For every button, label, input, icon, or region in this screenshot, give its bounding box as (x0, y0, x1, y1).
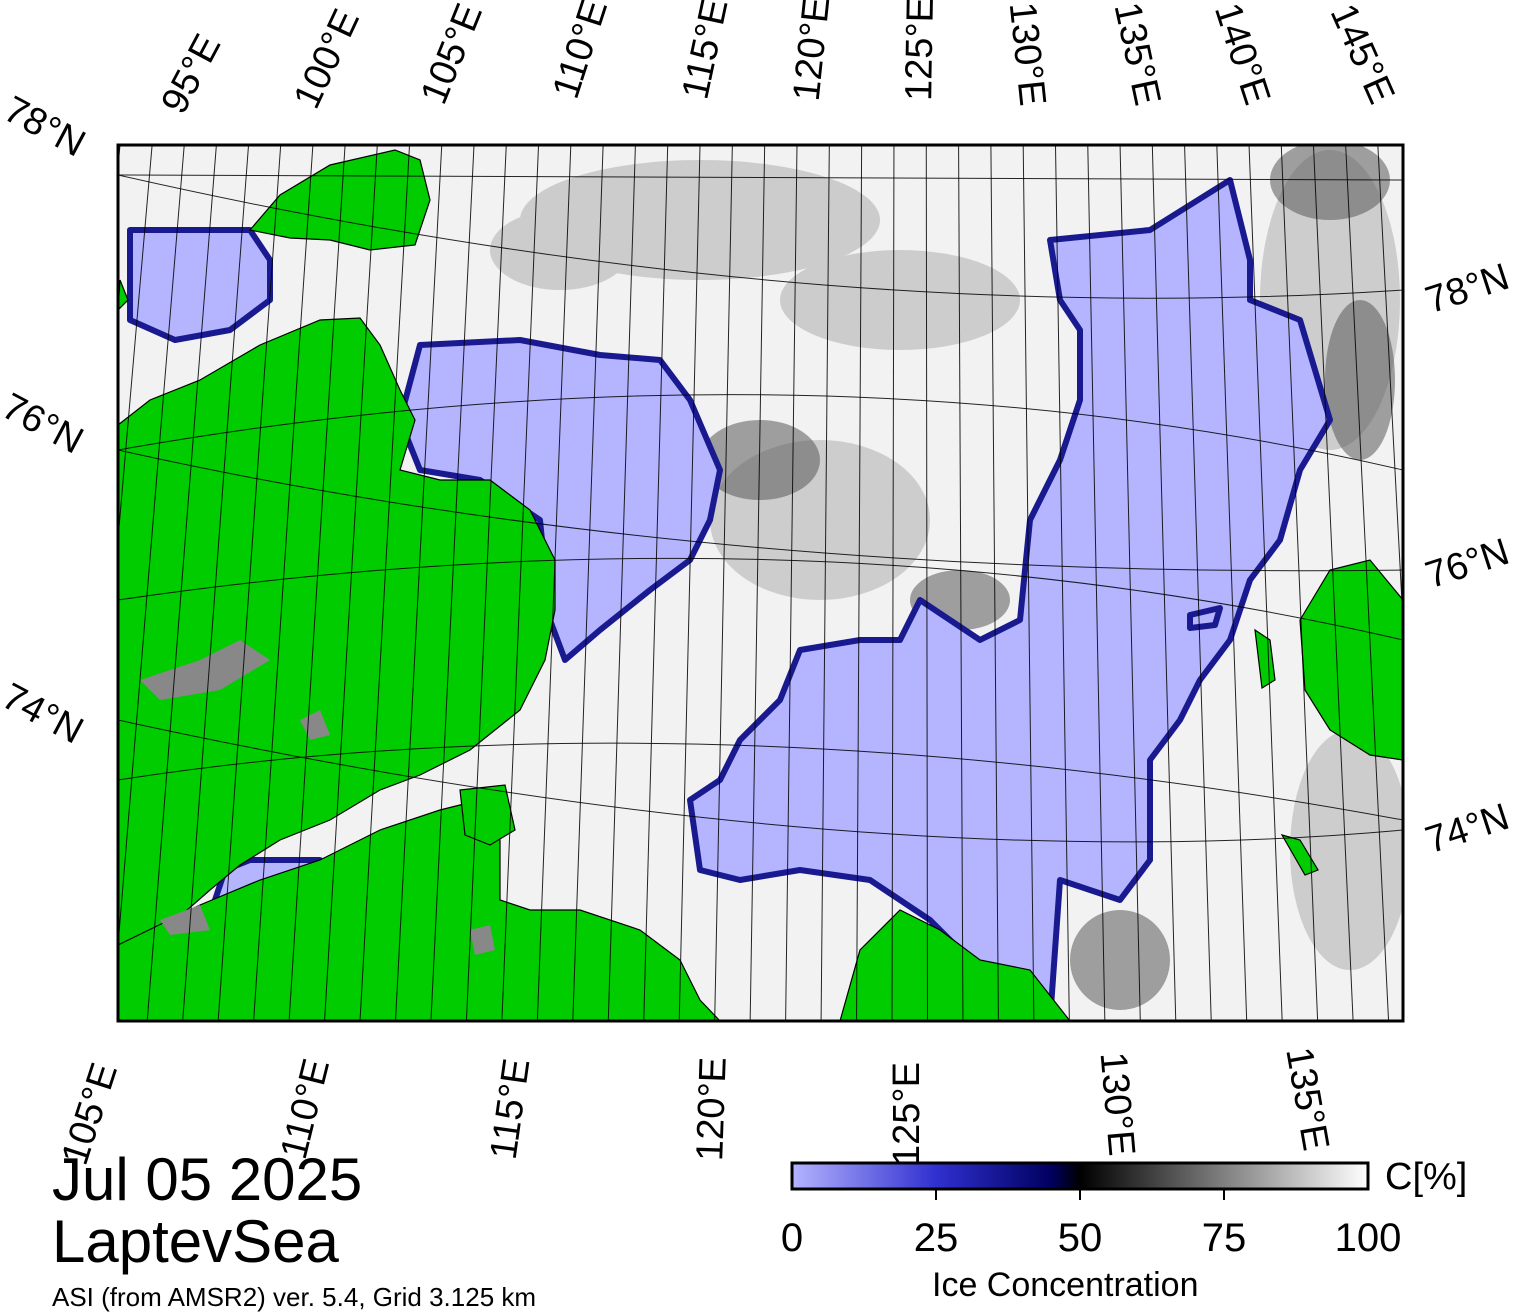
map-source: ASI (from AMSR2) ver. 5.4, Grid 3.125 km (52, 1282, 537, 1312)
meridian-line (749, 145, 766, 1021)
meridian-line (217, 145, 282, 1021)
meridian-line (1022, 145, 1035, 1021)
meridian-line (394, 145, 443, 1021)
colorbar-tick-label: 0 (780, 1216, 804, 1260)
meridian-line (1248, 145, 1283, 1021)
meridian-line (1119, 145, 1141, 1021)
meridian-line (820, 145, 830, 1021)
meridian-line (430, 145, 475, 1021)
map-region: LaptevSea (52, 1208, 339, 1275)
colorbar-tick-label: 25 (913, 1216, 959, 1260)
meridian-line (536, 145, 572, 1021)
meridian-line (465, 145, 507, 1021)
land-siberia-mainland (118, 799, 721, 1021)
meridian-line (1345, 145, 1390, 1021)
meridian-line (925, 145, 928, 1021)
graticule (118, 174, 1403, 843)
land-severnaya-zemlya (248, 149, 431, 251)
meridian-line (785, 145, 798, 1021)
meridian-line (643, 145, 669, 1021)
meridian-line (1184, 145, 1212, 1021)
ice-texture (490, 150, 1403, 970)
colorbar (790, 1161, 1370, 1191)
meridian-line (359, 145, 411, 1021)
lon-label-bottom: 125°E (885, 1062, 928, 1166)
colorbar-tick-label: 100 (1334, 1216, 1402, 1260)
meridian-line (1087, 145, 1106, 1021)
meridian-line (958, 145, 964, 1021)
colorbar-tick-label: 75 (1201, 1216, 1247, 1260)
meridian-line (891, 145, 895, 1021)
land-lena-delta (839, 909, 1071, 1021)
meridian-line (607, 145, 636, 1021)
lon-label-top: 120°E (785, 0, 839, 103)
meridian-line (324, 145, 378, 1021)
meridian-line (253, 145, 314, 1021)
meridian-line (856, 145, 863, 1021)
lon-label-bottom: 130°E (1091, 1050, 1143, 1158)
meridian-line (1280, 145, 1319, 1021)
colorbar-tick-label: 50 (1057, 1216, 1103, 1260)
meridian-line (572, 145, 604, 1021)
meridian-line (678, 145, 701, 1021)
colorbar-ticks (935, 1189, 1225, 1200)
land-masses (118, 149, 1403, 1021)
meridian-line (1377, 145, 1403, 632)
meridian-line (1054, 145, 1070, 1021)
land-taymyr (118, 317, 556, 946)
meridian-line (118, 145, 185, 952)
land-new-siberian-islands (1299, 559, 1403, 761)
meridian-line (1151, 145, 1177, 1021)
meridian-line (118, 145, 121, 173)
colorbar-title: Ice Concentration (932, 1266, 1199, 1304)
meridian-line (1216, 145, 1248, 1021)
meridian-line (288, 145, 346, 1021)
meridian-line (1312, 145, 1354, 1021)
map-date: Jul 05 2025 (52, 1146, 363, 1213)
lon-label-bottom: 120°E (689, 1056, 735, 1162)
meridian-line (501, 145, 540, 1021)
meridian-line (182, 145, 250, 1021)
meridian-line (118, 145, 153, 545)
lon-label-top: 130°E (1000, 0, 1054, 108)
colorbar-unit: C[%] (1385, 1156, 1468, 1198)
meridian-line (146, 145, 217, 1021)
meridian-line (714, 145, 733, 1021)
meridian-line (990, 145, 999, 1021)
map-frame (116, 143, 1405, 1023)
lon-label-top: 125°E (898, 0, 942, 102)
